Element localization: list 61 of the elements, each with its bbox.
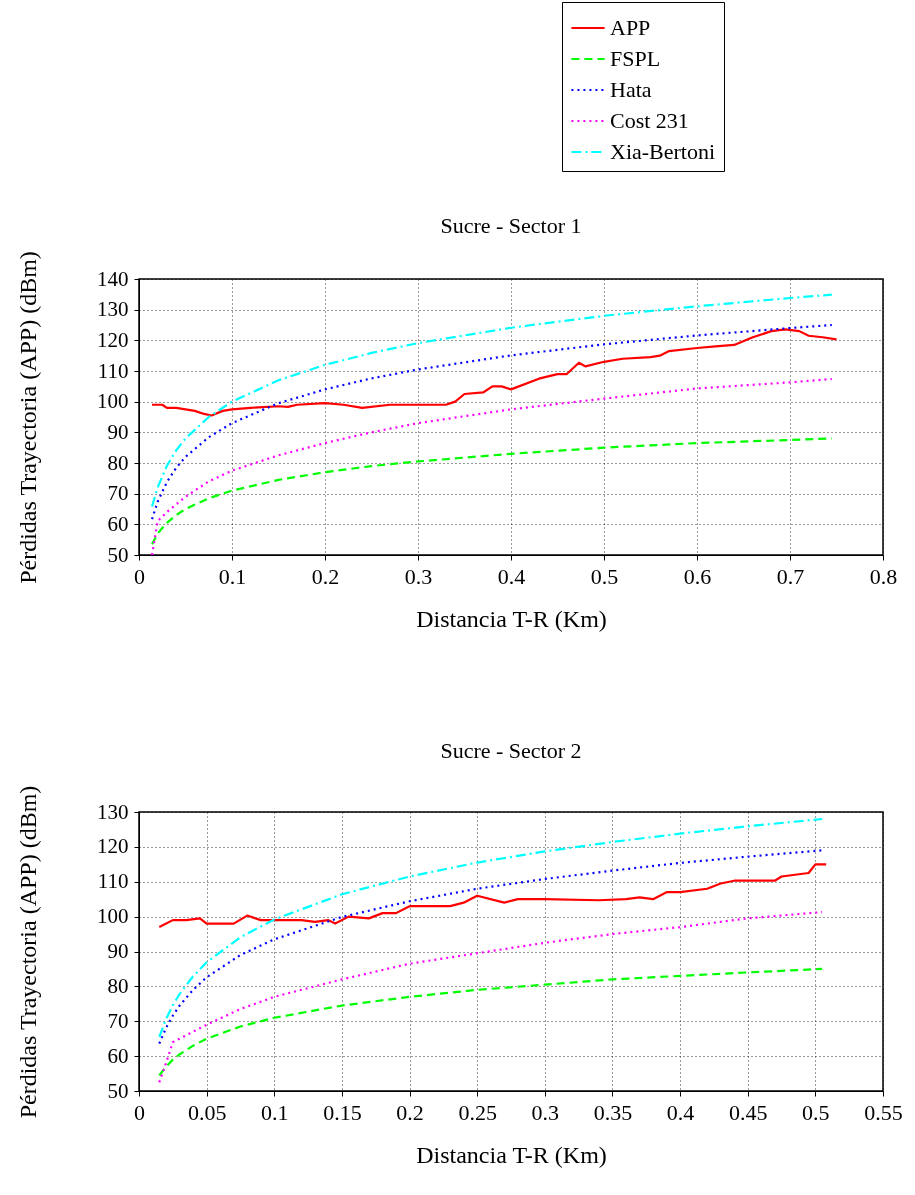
x-tick-label: 0.4 <box>666 1099 695 1125</box>
x-tick-label: 0 <box>134 563 145 589</box>
y-tick-label: 80 <box>107 973 129 998</box>
legend-label: Cost 231 <box>610 108 689 133</box>
x-tick-label: 0.25 <box>458 1099 497 1125</box>
y-axis-title: Pérdidas Trayectoria (APP) (dBm) <box>15 785 41 1119</box>
y-tick-label: 120 <box>97 834 129 859</box>
x-tick-label: 0.8 <box>869 563 898 589</box>
line-series <box>150 328 838 417</box>
y-tick-label: 60 <box>107 1043 129 1068</box>
x-tick-label: 0.4 <box>497 563 526 589</box>
x-tick-label: 0.2 <box>311 563 340 589</box>
y-tick-label: 130 <box>97 799 129 824</box>
x-axis-title: Distancia T-R (Km) <box>416 605 607 632</box>
x-tick-label: 0.6 <box>683 563 712 589</box>
line-series <box>150 323 833 521</box>
x-tick-label: 0.1 <box>218 563 247 589</box>
line-series <box>150 293 833 508</box>
x-tick-label: 0.45 <box>728 1099 768 1125</box>
y-tick-label: 80 <box>107 450 129 475</box>
x-tick-label: 0.15 <box>323 1099 362 1125</box>
chart-title: Sucre - Sector 1 <box>440 212 582 238</box>
y-tick-label: 50 <box>107 542 129 567</box>
y-tick-label: 60 <box>107 511 129 536</box>
x-tick-label: 0.35 <box>593 1099 633 1125</box>
legend-label: FSPL <box>610 46 661 71</box>
x-tick-label: 0 <box>134 1099 145 1125</box>
x-tick-label: 0.2 <box>396 1099 424 1125</box>
y-tick-label: 90 <box>107 419 129 444</box>
line-series <box>150 377 833 555</box>
y-tick-label: 100 <box>97 904 129 929</box>
y-axis-title: Pérdidas Trayectoria (APP) (dBm) <box>15 251 41 584</box>
x-tick-label: 0.3 <box>531 1099 560 1125</box>
legend-label: APP <box>610 15 651 40</box>
y-tick-label: 110 <box>97 358 129 383</box>
line-series <box>158 863 828 929</box>
y-tick-label: 90 <box>107 939 129 963</box>
line-series <box>158 967 824 1077</box>
legend-label: Xia-Bertoni <box>610 139 716 164</box>
x-tick-label: 0.05 <box>187 1099 227 1125</box>
x-tick-label: 0.3 <box>404 563 433 589</box>
y-tick-label: 130 <box>97 297 129 322</box>
line-series <box>158 910 824 1084</box>
line-series <box>158 817 824 1039</box>
y-tick-label: 120 <box>97 327 129 352</box>
line-series <box>158 849 824 1045</box>
y-tick-label: 100 <box>97 389 129 414</box>
legend-label: Hata <box>610 77 652 102</box>
chart-title: Sucre - Sector 2 <box>440 737 582 763</box>
x-tick-label: 0.7 <box>776 563 805 589</box>
y-tick-label: 70 <box>107 481 129 506</box>
y-tick-label: 50 <box>107 1078 129 1103</box>
x-tick-label: 0.5 <box>802 1099 830 1125</box>
y-tick-label: 70 <box>107 1008 129 1033</box>
y-tick-label: 140 <box>97 266 129 291</box>
line-series <box>150 437 833 546</box>
x-tick-label: 0.55 <box>864 1099 903 1125</box>
x-tick-label: 0.5 <box>590 563 619 589</box>
x-axis-title: Distancia T-R (Km) <box>416 1141 607 1168</box>
x-tick-label: 0.1 <box>261 1099 289 1125</box>
y-tick-label: 110 <box>97 869 129 894</box>
